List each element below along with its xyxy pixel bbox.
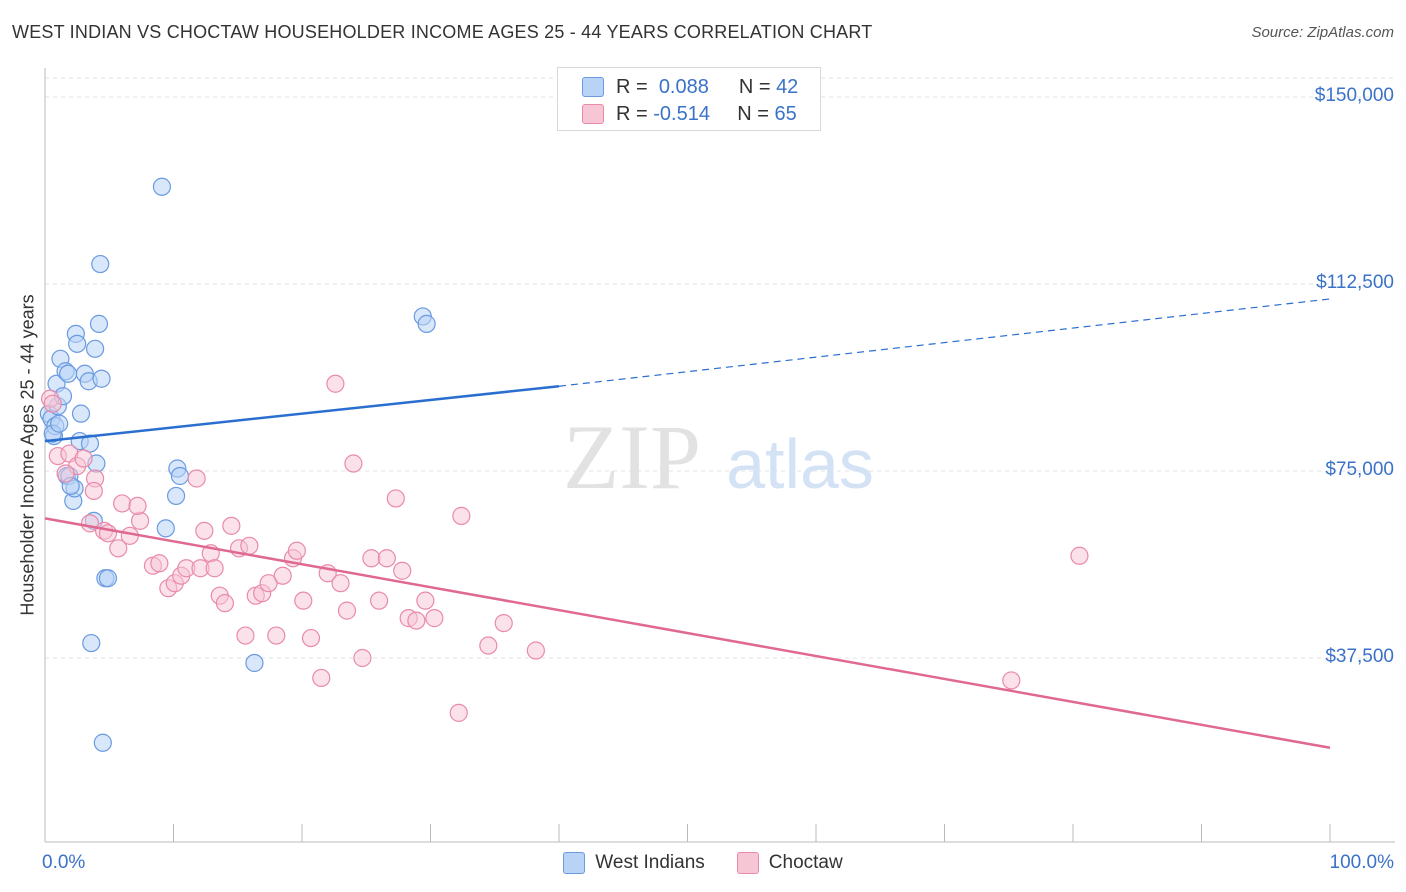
choctaw-point bbox=[337, 601, 357, 620]
choctaw-point bbox=[312, 668, 331, 688]
choctaw-point bbox=[425, 609, 444, 628]
choctaw-point bbox=[109, 539, 128, 558]
choctaw-point bbox=[1070, 546, 1089, 565]
west-indians-point bbox=[98, 569, 118, 588]
west-indians-point bbox=[245, 653, 264, 673]
watermark-zip: ZIP bbox=[563, 406, 701, 508]
west-indians-point bbox=[92, 369, 111, 388]
choctaw-point bbox=[187, 469, 206, 488]
choctaw-point bbox=[56, 464, 75, 483]
choctaw-point bbox=[195, 521, 214, 540]
choctaw-point bbox=[267, 626, 286, 645]
choctaw-point bbox=[393, 561, 412, 580]
axes bbox=[44, 68, 1395, 843]
choctaw-point bbox=[377, 549, 396, 568]
west-indians-point bbox=[86, 339, 105, 358]
west-indians-point bbox=[82, 633, 101, 653]
west-indians-point bbox=[152, 177, 172, 196]
west-indians-point bbox=[50, 414, 69, 433]
choctaw-trend-line bbox=[44, 517, 1331, 749]
west-indians-trend-projection bbox=[558, 298, 1331, 387]
r-value: 0.088 bbox=[658, 75, 709, 98]
n-value: 65 bbox=[774, 102, 797, 125]
x-tick-label-min: 0.0% bbox=[42, 852, 86, 873]
choctaw-swatch bbox=[582, 104, 604, 124]
choctaw-point bbox=[1002, 671, 1021, 690]
series-legend: West Indians Choctaw bbox=[0, 852, 1406, 874]
choctaw-point bbox=[205, 559, 224, 578]
choctaw-point bbox=[294, 591, 313, 610]
choctaw-point bbox=[150, 554, 169, 573]
legend-label-choctaw: Choctaw bbox=[768, 852, 843, 873]
source-note: Source: ZipAtlas.com bbox=[1251, 24, 1394, 41]
n-label: N = bbox=[738, 75, 771, 98]
choctaw-point bbox=[128, 496, 147, 516]
r-label: R = bbox=[616, 75, 648, 98]
west-indians-point bbox=[156, 519, 175, 538]
legend-label-west-indians: West Indians bbox=[595, 852, 705, 873]
choctaw-point bbox=[416, 591, 435, 610]
choctaw-point bbox=[301, 628, 321, 648]
choctaw-point bbox=[326, 374, 345, 393]
choctaw-point bbox=[407, 611, 426, 630]
r-value: -0.514 bbox=[653, 102, 710, 125]
r-label: R = bbox=[616, 102, 648, 125]
choctaw-point bbox=[287, 541, 306, 560]
choctaw-point bbox=[452, 506, 471, 525]
west-indians-point bbox=[89, 314, 109, 333]
choctaw-point bbox=[449, 703, 468, 722]
legend-row-west-indians: R = 0.088 N = 42 bbox=[582, 74, 798, 100]
n-value: 42 bbox=[776, 75, 799, 98]
choctaw-point bbox=[362, 549, 381, 568]
west-indians-trend-line bbox=[44, 384, 560, 443]
chart-title: WEST INDIAN VS CHOCTAW HOUSEHOLDER INCOM… bbox=[12, 22, 873, 42]
legend-item-west-indians: West Indians bbox=[563, 852, 705, 874]
y-tick-label: $112,500 bbox=[1316, 272, 1394, 293]
trend-lines bbox=[44, 298, 1331, 749]
choctaw-point bbox=[240, 536, 259, 555]
y-tick-label: $75,000 bbox=[1325, 459, 1394, 480]
choctaw-point bbox=[479, 636, 498, 655]
west-indians-point bbox=[68, 334, 87, 353]
west-indians-point bbox=[71, 404, 91, 423]
west-indians-points bbox=[39, 177, 436, 752]
choctaw-point bbox=[386, 489, 405, 508]
choctaw-legend-swatch bbox=[736, 852, 759, 874]
legend-row-choctaw: R = -0.514 N = 65 bbox=[582, 101, 797, 127]
choctaw-point bbox=[222, 516, 241, 535]
x-tick-label-max: 100.0% bbox=[1329, 852, 1394, 873]
n-label: N = bbox=[737, 102, 769, 125]
choctaw-point bbox=[331, 574, 350, 593]
y-axis-label: Householder Income Ages 25 - 44 years bbox=[17, 294, 38, 616]
choctaw-point bbox=[84, 481, 103, 501]
y-tick-label: $37,500 bbox=[1325, 646, 1394, 667]
y-tick-label: $150,000 bbox=[1314, 85, 1394, 106]
choctaw-point bbox=[259, 574, 278, 593]
west-indians-swatch bbox=[582, 77, 604, 97]
choctaw-point bbox=[370, 591, 389, 610]
legend-item-choctaw: Choctaw bbox=[736, 852, 843, 874]
west-indians-point bbox=[166, 486, 186, 506]
west-indians-point bbox=[91, 254, 110, 274]
correlation-legend: R = 0.088 N = 42 R = -0.514 N = 65 bbox=[557, 67, 821, 131]
watermark-atlas: atlas bbox=[726, 425, 874, 503]
choctaw-point bbox=[236, 626, 255, 645]
choctaw-point bbox=[526, 641, 545, 660]
choctaw-point bbox=[344, 454, 363, 473]
choctaw-point bbox=[130, 511, 150, 530]
choctaw-point bbox=[112, 494, 132, 513]
choctaw-point bbox=[494, 613, 513, 633]
west-indians-point bbox=[417, 314, 436, 333]
choctaw-point bbox=[74, 449, 93, 468]
west-indians-legend-swatch bbox=[563, 852, 586, 874]
west-indians-point bbox=[170, 466, 190, 486]
choctaw-point bbox=[215, 594, 234, 613]
choctaw-point bbox=[353, 648, 372, 668]
choctaw-point bbox=[43, 394, 62, 413]
west-indians-point bbox=[59, 364, 78, 383]
choctaw-point bbox=[273, 566, 292, 585]
west-indians-point bbox=[93, 733, 112, 752]
